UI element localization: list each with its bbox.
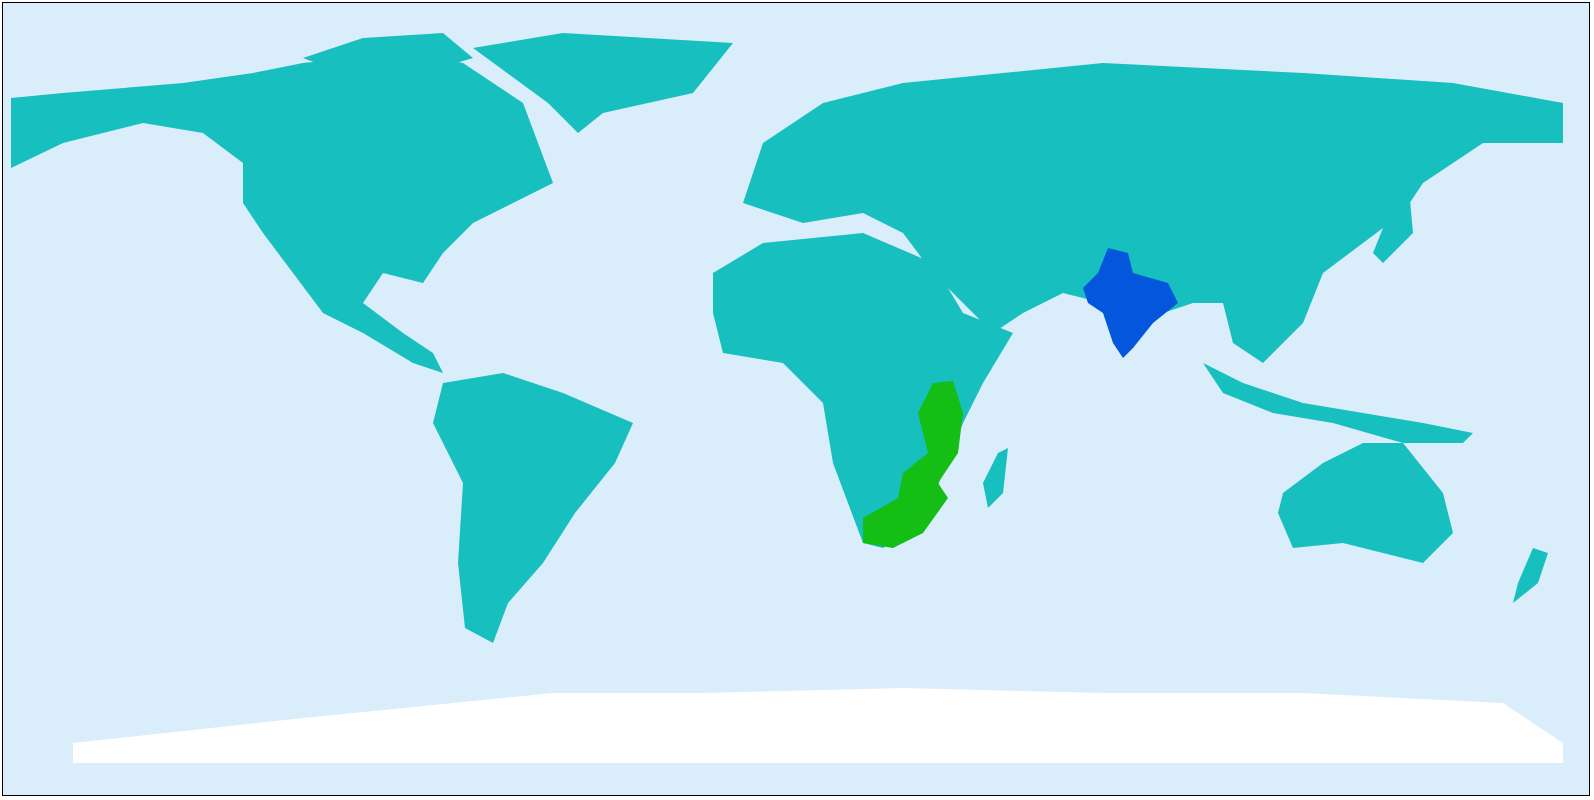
- south-america[interactable]: [433, 373, 633, 643]
- japan[interactable]: [1373, 178, 1413, 263]
- map-canvas[interactable]: [3, 3, 1590, 796]
- arctic-islands[interactable]: [303, 33, 473, 73]
- uk[interactable]: [763, 133, 788, 178]
- new-zealand[interactable]: [1513, 548, 1548, 603]
- highlight-layer: [863, 248, 1178, 548]
- greenland[interactable]: [473, 33, 733, 133]
- highlighted-region-blue[interactable]: [1083, 248, 1178, 358]
- highlighted-region-green[interactable]: [863, 381, 963, 548]
- australia[interactable]: [1278, 443, 1453, 563]
- madagascar[interactable]: [983, 448, 1008, 508]
- north-america[interactable]: [11, 53, 553, 373]
- antarctica[interactable]: [73, 688, 1563, 763]
- indonesia[interactable]: [1203, 363, 1473, 443]
